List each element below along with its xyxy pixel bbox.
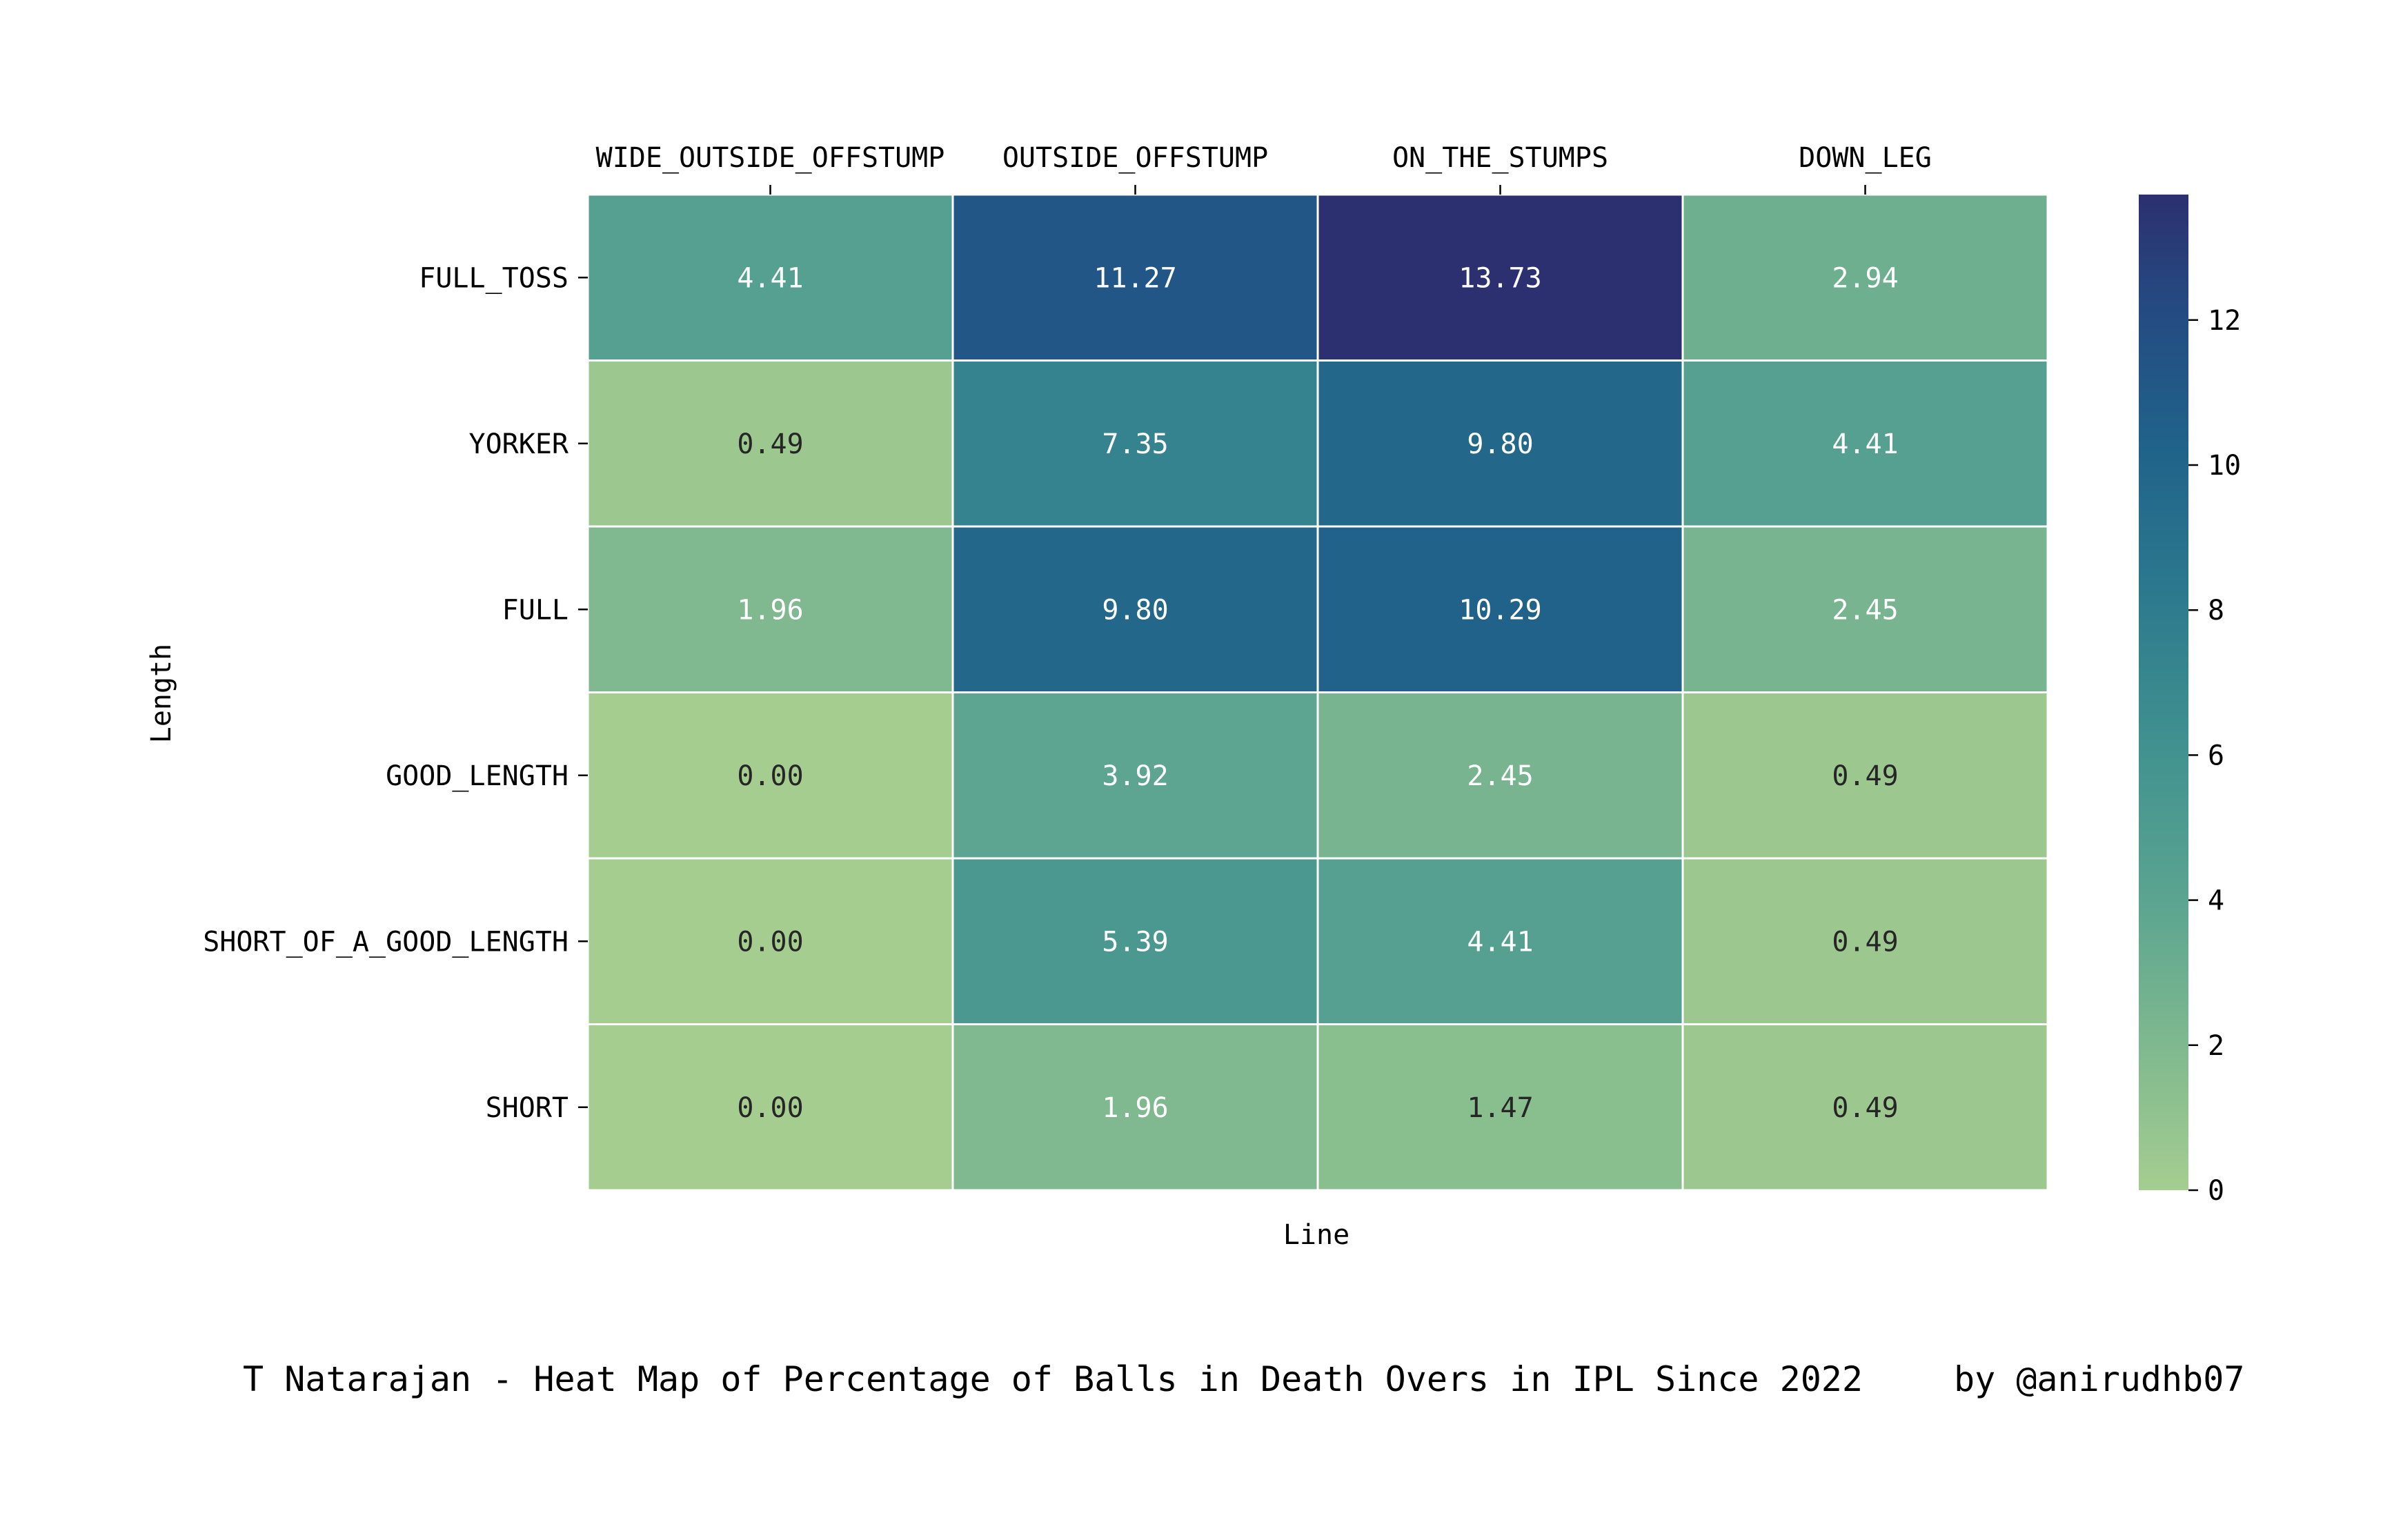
colorbar-tick-label: 8	[2208, 595, 2224, 626]
y-tick-label: SHORT	[486, 1092, 568, 1124]
heatmap-cell-value: 9.80	[1102, 594, 1168, 626]
heatmap-cell-value: 4.41	[1832, 428, 1898, 460]
heatmap-cell-full_toss-down_leg	[1681, 193, 2049, 362]
heatmap-cell-short_of_a_good_length-outside_offstump	[951, 857, 1319, 1025]
colorbar-tick-label: 12	[2208, 305, 2241, 337]
heatmap-cell-value: 9.80	[1467, 428, 1533, 460]
heatmap-cell-short_of_a_good_length-on_the_stumps	[1316, 857, 1684, 1025]
heatmap-cell-value: 0.00	[737, 926, 803, 958]
x-tick-label: WIDE_OUTSIDE_OFFSTUMP	[596, 142, 945, 174]
heatmap-cell-value: 7.35	[1102, 428, 1168, 460]
x-axis-ticks: WIDE_OUTSIDE_OFFSTUMP OUTSIDE_OFFSTUMP ON_…	[596, 142, 1932, 195]
heatmap-cell-value: 0.00	[737, 1092, 803, 1124]
heatmap-cell-full_toss-outside_offstump	[951, 193, 1319, 362]
heatmap-cell-good_length-wide_outside_offstump	[586, 691, 954, 860]
x-tick-label: DOWN_LEG	[1799, 142, 1932, 174]
heatmap-cells	[586, 193, 2049, 1192]
heatmap-cell-yorker-outside_offstump	[951, 359, 1319, 528]
heatmap-cell-yorker-wide_outside_offstump	[586, 359, 954, 528]
heatmap-cell-value: 0.49	[1832, 1092, 1898, 1124]
y-tick-label: SHORT_OF_A_GOOD_LENGTH	[203, 926, 568, 958]
heatmap-cell-short-wide_outside_offstump	[586, 1023, 954, 1192]
colorbar-tick-label: 10	[2208, 450, 2241, 482]
y-tick-label: GOOD_LENGTH	[386, 760, 568, 792]
colorbar-gradient	[2139, 195, 2188, 1190]
heatmap-cell-value: 10.29	[1459, 594, 1541, 626]
heatmap-cell-full_toss-wide_outside_offstump	[586, 193, 954, 362]
heatmap-cell-yorker-down_leg	[1681, 359, 2049, 528]
heatmap-cell-value: 0.49	[1832, 760, 1898, 792]
y-tick-label: FULL_TOSS	[419, 262, 568, 294]
heatmap-cell-short-outside_offstump	[951, 1023, 1319, 1192]
heatmap-cell-short-on_the_stumps	[1316, 1023, 1684, 1192]
heatmap-cell-good_length-down_leg	[1681, 691, 2049, 860]
heatmap-cell-short_of_a_good_length-wide_outside_offstump	[586, 857, 954, 1025]
heatmap-cell-value: 0.00	[737, 760, 803, 792]
heatmap-cell-value: 0.49	[1832, 926, 1898, 958]
heatmap-cell-full-down_leg	[1681, 525, 2049, 693]
x-tick-label: ON_THE_STUMPS	[1392, 142, 1608, 174]
chart-caption: T Natarajan - Heat Map of Percentage of …	[243, 1359, 1863, 1399]
heatmap-cell-short_of_a_good_length-down_leg	[1681, 857, 2049, 1025]
heatmap-cell-value: 1.96	[737, 594, 803, 626]
colorbar: 0 2 4 6 8 10 12	[2139, 195, 2241, 1207]
heatmap-cell-value: 1.47	[1467, 1092, 1533, 1124]
heatmap-cell-value: 2.45	[1832, 594, 1898, 626]
heatmap-cell-value: 13.73	[1459, 262, 1541, 294]
x-tick-label: OUTSIDE_OFFSTUMP	[1002, 142, 1268, 174]
heatmap-cell-good_length-on_the_stumps	[1316, 691, 1684, 860]
heatmap-cell-full-outside_offstump	[951, 525, 1319, 693]
colorbar-tick-label: 6	[2208, 740, 2224, 771]
y-tick-label: FULL	[502, 594, 568, 626]
heatmap-cell-value: 4.41	[737, 262, 803, 294]
heatmap-cell-value: 2.94	[1832, 262, 1898, 294]
heatmap-cell-value: 1.96	[1102, 1092, 1168, 1124]
y-tick-label: YORKER	[469, 428, 569, 460]
heatmap-cell-value: 4.41	[1467, 926, 1533, 958]
heatmap-cell-value: 3.92	[1102, 760, 1168, 792]
heatmap-cell-labels: 4.41 11.27 13.73 2.94 0.49 7.35 9.80 4.41 1.96 9.…	[737, 262, 1898, 1124]
y-axis-label: Length	[146, 644, 177, 744]
colorbar-tick-label: 4	[2208, 885, 2224, 917]
chart-credit: by @anirudhb07	[1954, 1359, 2244, 1399]
heatmap-cell-good_length-outside_offstump	[951, 691, 1319, 860]
colorbar-tick-label: 2	[2208, 1030, 2224, 1062]
colorbar-tick-label: 0	[2208, 1175, 2224, 1207]
heatmap-cell-value: 5.39	[1102, 926, 1168, 958]
x-axis-label: Line	[1283, 1219, 1349, 1251]
heatmap-cell-short-down_leg	[1681, 1023, 2049, 1192]
heatmap-cell-value: 0.49	[737, 428, 803, 460]
heatmap-cell-value: 11.27	[1094, 262, 1176, 294]
y-axis-ticks: FULL_TOSS YORKER FULL GOOD_LENGTH SHORT_OF_A…	[203, 262, 588, 1124]
heatmap-cell-value: 2.45	[1467, 760, 1533, 792]
